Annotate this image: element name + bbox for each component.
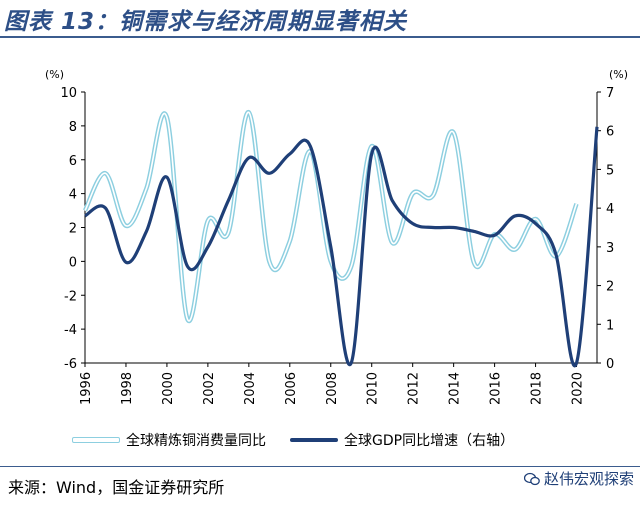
legend-item-gdp: 全球GDP同比增速（右轴） [290, 430, 514, 450]
title-divider [0, 36, 640, 38]
chart-legend: 全球精炼铜消费量同比 全球GDP同比增速（右轴） [72, 430, 514, 450]
series-line-copper-core [84, 111, 578, 322]
legend-label-gdp: 全球GDP同比增速（右轴） [344, 433, 515, 449]
watermark: 赵伟宏观探索 [523, 468, 634, 489]
legend-swatch-gdp [290, 438, 338, 442]
right-axis-unit: (%) [609, 68, 628, 81]
line-chart: (%) (%) -6 -4 -2 0 2 4 6 8 10 0 1 2 3 4 5 6 7 1996 1998 2000 2… [45, 68, 628, 405]
x-tick-label: 2016 [489, 372, 504, 405]
right-tick-label: 0 [606, 357, 614, 372]
x-tick-label: 2020 [571, 372, 586, 405]
x-tick-label: 2012 [407, 372, 422, 405]
right-tick-label: 5 [606, 163, 614, 178]
left-axis-unit: (%) [45, 68, 64, 81]
left-tick-label: -2 [64, 289, 77, 304]
chart-title: 图表 13：铜需求与经济周期显著相关 [4, 9, 408, 35]
right-tick-label: 6 [606, 125, 614, 140]
x-tick-label: 2014 [448, 372, 463, 405]
source-note: 来源：Wind，国金证券研究所 [8, 478, 225, 497]
x-tick-label: 2018 [530, 372, 545, 405]
x-tick-label: 2010 [366, 372, 381, 405]
watermark-text: 赵伟宏观探索 [543, 470, 634, 488]
left-tick-label: 2 [69, 222, 77, 237]
right-tick-label: 7 [606, 86, 614, 101]
legend-swatch-copper [72, 437, 120, 443]
footer-divider [0, 466, 640, 467]
right-tick-label: 1 [606, 318, 614, 333]
left-tick-label: 8 [69, 120, 77, 135]
series-line-gdp [84, 126, 599, 368]
left-tick-label: 6 [69, 154, 77, 169]
legend-label-copper: 全球精炼铜消费量同比 [126, 433, 266, 449]
left-tick-label: 10 [60, 86, 77, 101]
left-tick-label: 0 [69, 255, 77, 270]
x-tick-label: 2000 [161, 372, 176, 405]
wechat-icon [523, 472, 540, 485]
right-tick-label: 4 [606, 202, 614, 217]
right-tick-label: 3 [606, 241, 614, 256]
legend-item-copper: 全球精炼铜消费量同比 [72, 430, 266, 450]
left-tick-label: 4 [69, 188, 77, 203]
x-tick-label: 2006 [284, 372, 299, 405]
left-tick-label: -4 [64, 323, 77, 338]
x-tick-label: 2004 [243, 372, 258, 405]
x-tick-label: 1996 [79, 372, 94, 405]
x-tick-label: 1998 [120, 372, 135, 405]
x-tick-label: 2008 [325, 372, 340, 405]
x-tick-label: 2002 [202, 372, 217, 405]
left-tick-label: -6 [64, 357, 77, 372]
right-tick-label: 2 [606, 280, 614, 295]
series-line-copper [82, 110, 579, 324]
